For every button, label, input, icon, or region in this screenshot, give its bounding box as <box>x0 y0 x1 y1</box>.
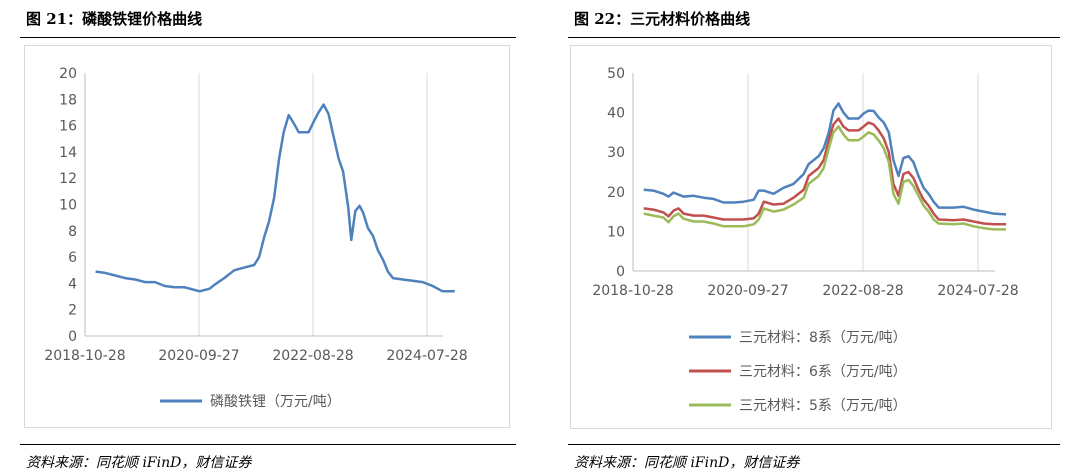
source-rule-left <box>20 444 516 445</box>
x-tick-label: 2020-09-27 <box>707 283 788 299</box>
y-tick-label: 16 <box>59 119 77 135</box>
x-tick-label: 2020-09-27 <box>158 348 239 364</box>
x-tick-label: 2022-08-28 <box>272 348 353 364</box>
title-rule-right <box>568 37 1060 38</box>
y-tick-label: 20 <box>59 66 77 82</box>
legend-label: 三元材料：6系（万元/吨） <box>739 364 907 380</box>
series-line <box>643 117 1007 226</box>
y-tick-label: 50 <box>607 66 625 82</box>
chart-right: 0 10 20 30 40 50 2018-10-28 2020-09-27 2022-08-2… <box>592 66 1018 414</box>
source-note-right: 资料来源：同花顺 iFinD，财信证券 <box>574 455 800 471</box>
y-tick-label: 18 <box>59 92 77 108</box>
series-line <box>643 102 1007 216</box>
y-tick-label: 4 <box>68 276 77 292</box>
y-tick-label: 0 <box>616 264 625 280</box>
x-tick-label: 2018-10-28 <box>44 348 125 364</box>
y-tick-label: 10 <box>59 198 77 214</box>
y-tick-label: 30 <box>607 145 625 161</box>
x-tick-label: 2022-08-28 <box>822 283 903 299</box>
legend-label: 磷酸铁锂（万元/吨） <box>210 394 341 410</box>
chart-left: 0 2 4 6 8 10 12 14 16 18 20 2018-10-28 2020-09-27 202… <box>44 66 467 410</box>
y-tick-label: 40 <box>607 106 625 122</box>
legend-label: 三元材料：8系（万元/吨） <box>739 330 907 346</box>
chart-frame-right: 0 10 20 30 40 50 2018-10-28 2020-09-27 2022-08-2… <box>570 45 1052 429</box>
figure-title-left: 图 21：磷酸铁锂价格曲线 <box>26 10 203 28</box>
y-tick-label: 10 <box>607 224 625 240</box>
figure-title-right: 图 22：三元材料价格曲线 <box>574 10 751 28</box>
x-tick-label: 2024-07-28 <box>937 283 1018 299</box>
x-tick-label: 2018-10-28 <box>592 283 673 299</box>
y-tick-label: 14 <box>59 145 77 161</box>
title-rule-left <box>20 37 516 38</box>
series-line <box>643 125 1007 231</box>
x-tick-label: 2024-07-28 <box>386 348 467 364</box>
source-note-left: 资料来源：同花顺 iFinD，财信证券 <box>26 455 252 471</box>
y-tick-label: 12 <box>59 171 77 187</box>
chart-frame-left: 0 2 4 6 8 10 12 14 16 18 20 2018-10-28 2020-09-27 202… <box>24 45 510 428</box>
legend-label: 三元材料：5系（万元/吨） <box>739 398 907 414</box>
y-tick-label: 8 <box>68 224 77 240</box>
source-rule-right <box>568 444 1060 445</box>
series-line <box>95 103 455 293</box>
y-tick-label: 0 <box>68 329 77 345</box>
y-tick-label: 6 <box>68 250 77 266</box>
y-tick-label: 20 <box>607 185 625 201</box>
y-tick-label: 2 <box>68 303 77 319</box>
